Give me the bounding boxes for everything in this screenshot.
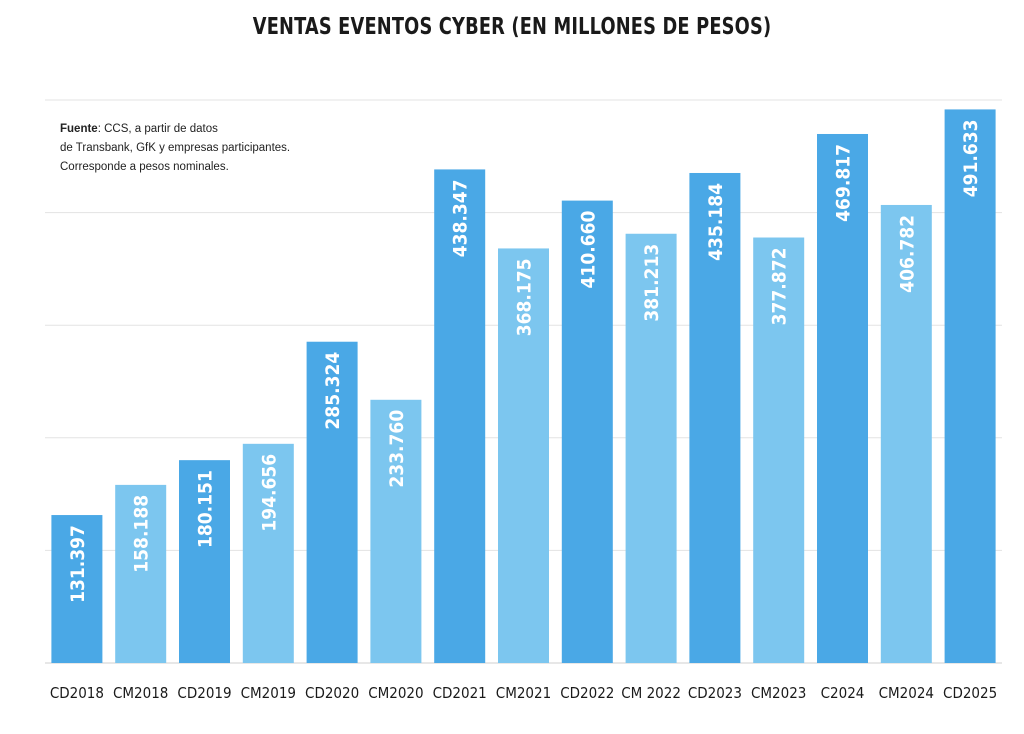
source-line-1: : CCS, a partir de datos: [97, 123, 218, 135]
bar-cd2021: [434, 169, 486, 664]
x-tick-label: CM2020: [368, 684, 423, 702]
value-label: 368.175: [514, 258, 536, 336]
value-label: 194.656: [258, 454, 280, 532]
x-tick-label: CD2020: [305, 684, 359, 702]
value-label: 410.660: [577, 210, 599, 288]
bar-cm2023: [753, 237, 805, 664]
bar-cd2020: [306, 341, 358, 663]
x-tick-label: CM2019: [241, 684, 296, 702]
x-tick-label: CD2023: [688, 684, 742, 702]
value-label: 381.213: [641, 244, 663, 322]
bar-cd2019: [179, 460, 230, 663]
x-tick-label: CD2018: [50, 684, 104, 702]
value-labels: 131.397 158.188 180.151 194.656 285.324 233.7…: [67, 119, 982, 602]
x-tick-label: CM2018: [113, 684, 168, 702]
value-label: 285.324: [322, 352, 344, 430]
bar-c2024: [817, 133, 868, 663]
source-line-3: Corresponde a pesos nominales.: [60, 161, 229, 173]
x-tick-label: CM 2022: [621, 684, 681, 702]
source-label: Fuente: [60, 123, 98, 135]
bars: [51, 109, 996, 664]
x-tick-label: CD2021: [433, 684, 487, 702]
value-label: 435.184: [705, 183, 727, 261]
x-tick-labels: CD2018 CM2018 CD2019 CM2019 CD2020 CM2020 CD20…: [50, 684, 997, 702]
x-tick-label: CM2024: [879, 684, 934, 702]
x-tick-label: CD2025: [943, 684, 997, 702]
value-label: 377.872: [769, 248, 791, 326]
value-label: 158.188: [131, 495, 153, 573]
value-label: 491.633: [960, 119, 982, 197]
bar-cm2019: [242, 443, 294, 663]
source-line-2: de Transbank, GfK y empresas participant…: [60, 142, 291, 154]
value-label: 180.151: [195, 470, 217, 548]
bar-cm2020: [370, 399, 422, 663]
x-tick-label: CM2021: [496, 684, 551, 702]
value-label: 438.347: [450, 179, 472, 257]
bar-cm2018: [115, 484, 167, 663]
bar-cd2025: [944, 109, 996, 663]
bar-cd2018: [51, 515, 103, 663]
source-note: Fuente: CCS, a partir de datos de Transb…: [60, 120, 360, 177]
x-tick-label: CM2023: [751, 684, 806, 702]
bar-cm2021: [498, 248, 549, 664]
bar-cd2022: [561, 200, 613, 663]
value-label: 406.782: [896, 215, 918, 293]
bar-cd2023: [689, 172, 741, 663]
chart-title: VENTAS EVENTOS CYBER (EN MILLONES DE PES…: [252, 14, 772, 40]
x-tick-label: CD2019: [177, 684, 231, 702]
bar-cm2022: [625, 233, 677, 664]
x-tick-label: CD2022: [560, 684, 614, 702]
value-label: 469.817: [833, 144, 855, 222]
x-tick-label: C2024: [821, 684, 865, 702]
value-label: 131.397: [67, 525, 89, 603]
bar-cm2024: [880, 204, 932, 663]
value-label: 233.760: [386, 410, 408, 488]
